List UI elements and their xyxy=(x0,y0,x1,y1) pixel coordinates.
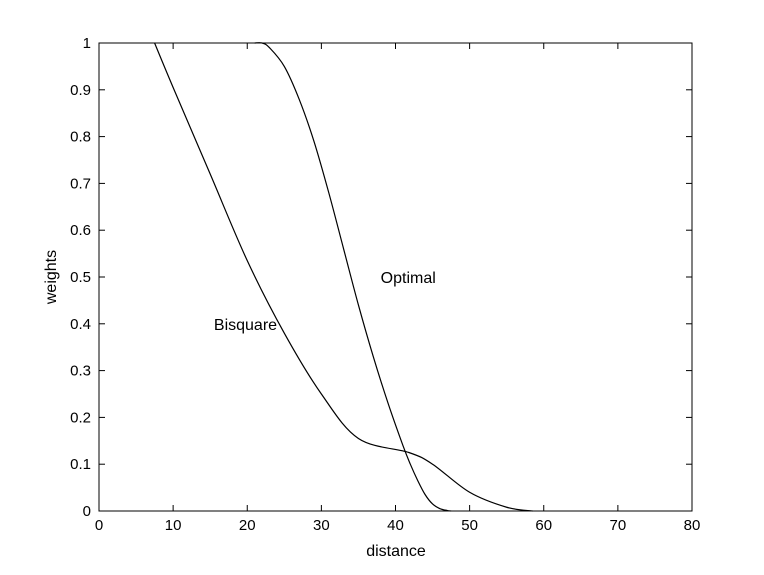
bisquare-curve xyxy=(154,42,533,512)
y-tick-label: 0.6 xyxy=(70,222,91,239)
x-axis-label: distance xyxy=(366,543,426,560)
annotations-group: Bisquare Optimal xyxy=(214,270,436,334)
x-tick-label: 80 xyxy=(684,517,701,534)
y-tick-label: 0.1 xyxy=(70,456,91,473)
x-tick-label: 40 xyxy=(387,517,404,534)
x-tick-label: 30 xyxy=(313,517,330,534)
x-tick-label: 70 xyxy=(610,517,627,534)
y-tick-label: 0.3 xyxy=(70,363,91,380)
x-tick-label: 50 xyxy=(461,517,478,534)
y-tick-label: 0.2 xyxy=(70,409,91,426)
x-tick-label: 10 xyxy=(165,517,182,534)
annotation-optimal: Optimal xyxy=(381,270,436,287)
y-tick-label: 0.5 xyxy=(70,269,91,286)
optimal-curve xyxy=(254,42,452,512)
x-tick-label: 60 xyxy=(535,517,552,534)
y-tick-label: 0.7 xyxy=(70,175,91,192)
y-tick-label: 0.4 xyxy=(70,316,91,333)
annotation-bisquare: Bisquare xyxy=(214,317,277,334)
x-tick-label: 20 xyxy=(239,517,256,534)
y-tick-label: 0.8 xyxy=(70,129,91,146)
axis-ticks: 0 10 20 30 40 50 60 70 80 0 0.1 0.2 0.3 0.4 0.5 0.6 0.7 0… xyxy=(70,35,700,534)
x-tick-label: 0 xyxy=(95,517,103,534)
y-axis-label: weights xyxy=(43,250,60,305)
y-tick-label: 0.9 xyxy=(70,82,91,99)
y-tick-label: 0 xyxy=(83,503,91,520)
series-group xyxy=(154,42,533,512)
y-tick-label: 1 xyxy=(83,35,91,52)
